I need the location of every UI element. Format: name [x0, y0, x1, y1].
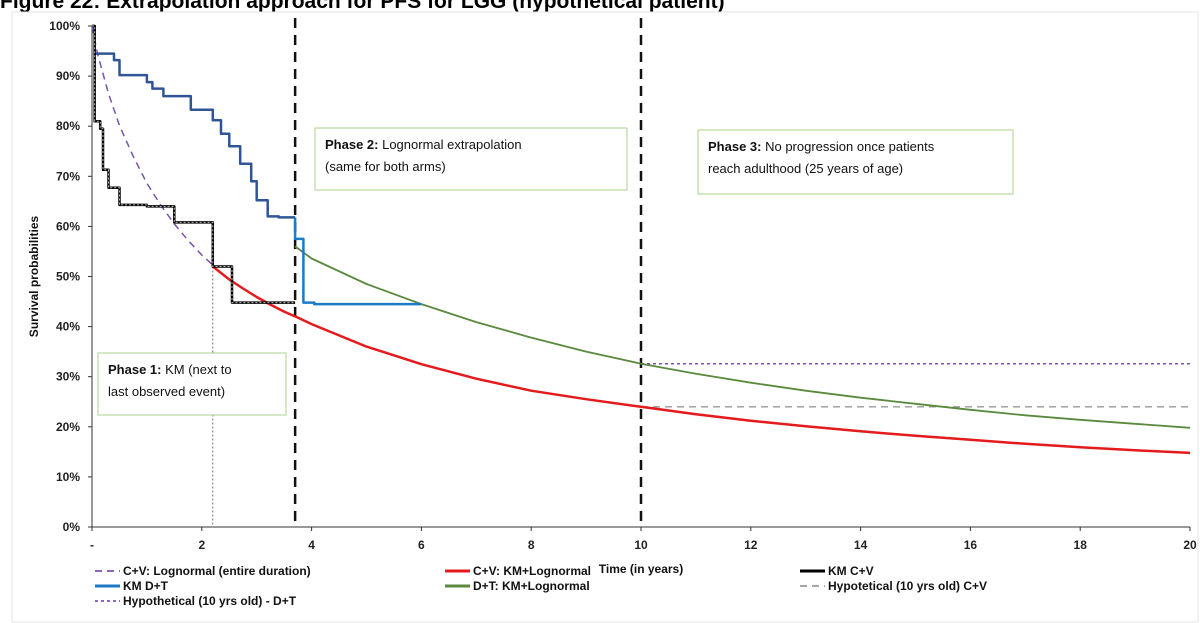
x-tick-label: 10: [634, 538, 648, 552]
annotation-box: [97, 352, 287, 416]
annotation-line-2: reach adulthood (25 years of age): [708, 161, 903, 176]
x-tick-label: 12: [744, 538, 758, 552]
figure-title: Figure 22: Extrapolation approach for PF…: [0, 0, 725, 13]
x-tick-label: 2: [198, 538, 205, 552]
legend-label: Hypotetical (10 yrs old) C+V: [828, 579, 987, 593]
km-cv-overlay-line: [92, 25, 296, 304]
annotation-line-1: Phase 1: KM (next to: [108, 362, 232, 377]
legend-item: D+T: KM+Lognormal: [445, 579, 590, 593]
legend-item: C+V: KM+Lognormal: [445, 564, 591, 578]
x-tick-label: 20: [1183, 538, 1197, 552]
legend-label: Hypothetical (10 yrs old) - D+T: [123, 594, 297, 608]
legend-item: KM C+V: [800, 564, 874, 578]
legend-item: Hypothetical (10 yrs old) - D+T: [95, 594, 297, 608]
x-tick-label: -: [90, 538, 94, 552]
x-tick-label: 6: [418, 538, 425, 552]
series-line-4: [92, 24, 296, 304]
y-tick-label: 0%: [63, 520, 81, 534]
series-line-5: [294, 245, 1191, 429]
plot-frame: [11, 11, 1199, 623]
annotation-line-1: Phase 2: Lognormal extrapolation: [325, 137, 522, 152]
series-line-3: [212, 265, 1191, 455]
annotation-line-1: Phase 3: No progression once patients: [708, 139, 935, 154]
legend-label: KM D+T: [123, 579, 169, 593]
legend-label: KM C+V: [828, 564, 874, 578]
x-tick-label: 8: [528, 538, 535, 552]
legend-label: C+V: Lognormal (entire duration): [123, 564, 311, 578]
legend-item: C+V: Lognormal (entire duration): [95, 564, 311, 578]
phase-annotation-3: Phase 3: No progression once patients rea…: [697, 129, 1014, 195]
y-tick-label: 20%: [56, 420, 80, 434]
phase-annotation-1: Phase 1: KM (next to last observed event): [97, 352, 287, 416]
legend-label: D+T: KM+Lognormal: [473, 579, 590, 593]
x-tick-label: 14: [854, 538, 868, 552]
y-tick-label: 10%: [56, 470, 80, 484]
annotation-box: [314, 127, 628, 191]
legend-item: KM D+T: [95, 579, 169, 593]
y-tick-label: 90%: [56, 69, 80, 83]
x-tick-label: 16: [964, 538, 978, 552]
annotation-box: [697, 129, 1014, 195]
x-axis-title: Time (in years): [599, 562, 683, 576]
y-tick-label: 80%: [56, 119, 80, 133]
y-tick-label: 70%: [56, 169, 80, 183]
series-line-2: [293, 217, 422, 306]
x-tick-label: 18: [1074, 538, 1088, 552]
annotation-line-2: (same for both arms): [325, 159, 446, 174]
annotation-line-2: last observed event): [108, 384, 225, 399]
series-line-1: [92, 24, 296, 219]
legend-label: C+V: KM+Lognormal: [473, 564, 591, 578]
y-tick-label: 40%: [56, 320, 80, 334]
series-line-0: [91, 25, 214, 266]
y-tick-label: 60%: [56, 219, 80, 233]
phase-annotation-2: Phase 2: Lognormal extrapolation (same fo…: [314, 127, 628, 191]
y-tick-label: 50%: [56, 270, 80, 284]
legend-item: Hypotetical (10 yrs old) C+V: [800, 579, 987, 593]
y-tick-label: 30%: [56, 370, 80, 384]
y-axis-title: Survival probabilities: [27, 215, 41, 337]
x-tick-label: 4: [308, 538, 315, 552]
y-tick-label: 100%: [49, 19, 80, 33]
